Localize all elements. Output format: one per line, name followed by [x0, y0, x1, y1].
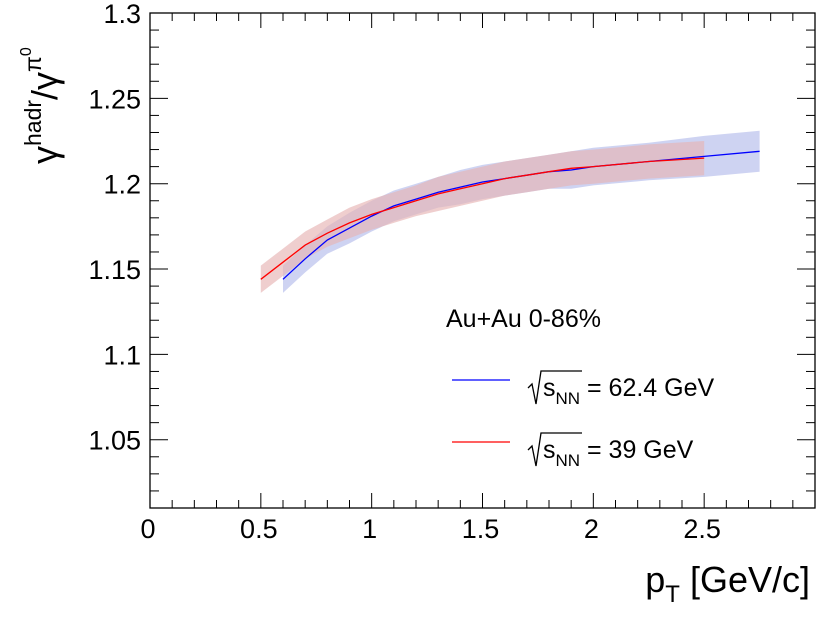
- x-tick-label: 0: [140, 514, 155, 544]
- y-tick-label: 1.2: [103, 170, 141, 200]
- band-39-gev: [260, 141, 705, 293]
- legend-sqrt-sign-62-4gev: [527, 370, 582, 405]
- legend-sqrt-sign-39gev: [527, 432, 582, 467]
- x-tick-label: 1.5: [462, 514, 500, 544]
- axis-ticks: [149, 12, 816, 509]
- y-tick-label: 1.05: [88, 426, 141, 456]
- legend-label-39gev: sNN = 39 GeV: [543, 436, 694, 470]
- x-tick-label: 0.5: [240, 514, 278, 544]
- y-tick-label: 1.1: [103, 340, 141, 370]
- y-tick-label: 1.15: [88, 255, 141, 285]
- x-tick-label: 1: [362, 514, 377, 544]
- series-lines: [260, 150, 760, 280]
- y-axis-title: γhadr/γπ0: [18, 47, 65, 164]
- y-tick-label: 1.25: [88, 84, 141, 114]
- x-tick-label: 2: [584, 514, 599, 544]
- y-tick-label: 1.3: [103, 0, 141, 29]
- x-tick-label: 2.5: [683, 514, 721, 544]
- y-tick-labels: 1.05 1.1 1.15 1.2 1.25 1.3: [88, 0, 141, 456]
- legend-label-62-4gev: sNN = 62.4 GeV: [543, 374, 715, 408]
- x-axis-title: pT [GeV/c]: [645, 559, 810, 608]
- uncertainty-bands: [260, 130, 760, 293]
- line-39-gev: [260, 157, 705, 280]
- x-tick-labels: 0 0.5 1 1.5 2 2.5: [140, 514, 720, 544]
- legend: Au+Au 0-86% sNN = 62.4 GeV sNN = 39 GeV: [446, 305, 715, 470]
- legend-title: Au+Au 0-86%: [446, 305, 601, 333]
